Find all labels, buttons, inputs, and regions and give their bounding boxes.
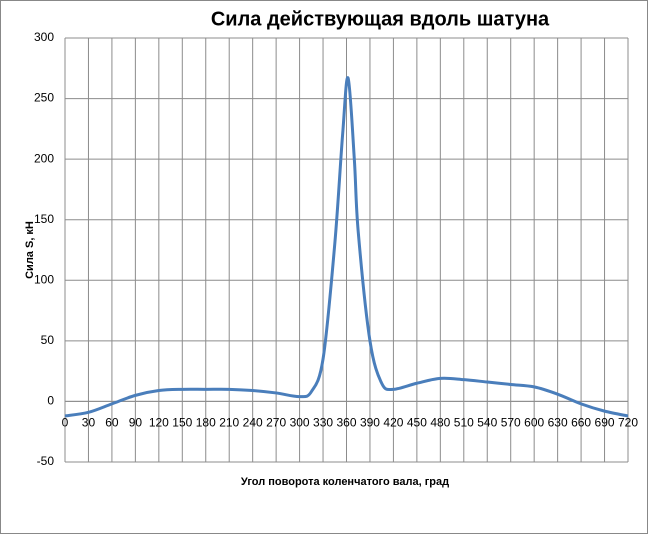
x-tick-label: 360 [336, 416, 356, 430]
x-tick-label: 240 [243, 416, 263, 430]
x-axis-label: Угол поворота коленчатого вала, град [241, 476, 449, 488]
x-tick-label: 660 [571, 416, 591, 430]
y-tick-label: 250 [34, 91, 54, 105]
x-tick-label: 90 [129, 416, 143, 430]
y-tick-label: 200 [34, 151, 54, 165]
x-tick-label: 0 [62, 416, 69, 430]
x-tick-label: 180 [196, 416, 216, 430]
x-tick-label: 450 [407, 416, 427, 430]
y-tick-label: 150 [34, 212, 54, 226]
x-tick-label: 690 [595, 416, 615, 430]
x-tick-label: 570 [501, 416, 521, 430]
line-series [64, 76, 629, 418]
y-tick-label: 50 [41, 333, 55, 347]
x-tick-label: 150 [172, 416, 192, 430]
x-tick-label: 510 [454, 416, 474, 430]
chart-title: Сила действующая вдоль шатуна [211, 8, 550, 30]
x-tick-label: 120 [149, 416, 169, 430]
x-tick-label: 420 [383, 416, 403, 430]
x-tick-label: 600 [524, 416, 544, 430]
x-tick-label: 300 [290, 416, 310, 430]
x-tick-label: 210 [219, 416, 239, 430]
x-tick-label: 60 [105, 416, 119, 430]
y-tick-label: 100 [34, 272, 54, 286]
x-tick-label: 630 [548, 416, 568, 430]
x-tick-label: 720 [618, 416, 638, 430]
y-axis-label: Сила S, кН [24, 221, 36, 279]
y-tick-label: 0 [47, 394, 54, 408]
x-tick-label: 540 [477, 416, 497, 430]
y-tick-label: 300 [34, 30, 54, 44]
x-tick-label: 30 [82, 416, 96, 430]
x-tick-label: 390 [360, 416, 380, 430]
x-tick-label: 480 [430, 416, 450, 430]
x-tick-label: 270 [266, 416, 286, 430]
x-tick-label: 330 [313, 416, 333, 430]
y-tick-label: -50 [37, 454, 55, 468]
